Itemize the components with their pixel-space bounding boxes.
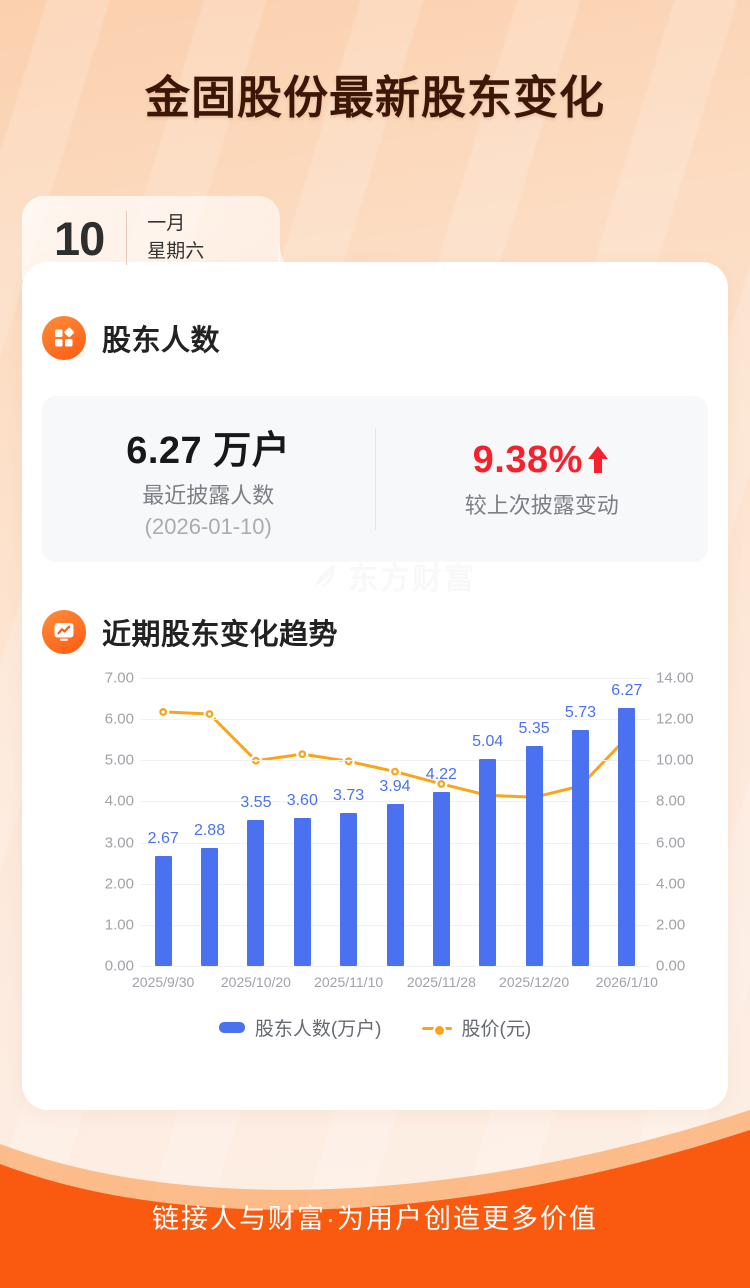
stat-change-label: 较上次披露变动 bbox=[464, 492, 619, 518]
legend-label-price: 股价(元) bbox=[461, 1019, 532, 1040]
x-axis-tick: 2026/1/10 bbox=[595, 974, 658, 990]
chart-bar bbox=[479, 758, 497, 966]
y-axis-right-tick: 6.00 bbox=[656, 834, 686, 852]
stat-label: 最近披露人数 bbox=[142, 482, 275, 508]
grid-icon bbox=[42, 316, 86, 360]
holders-stat-box: 6.27 万户 最近披露人数 (2026-01-10) 9.38% 较上次披露变… bbox=[42, 396, 708, 562]
header: 金固股份最新股东变化 bbox=[0, 0, 750, 186]
arrow-up-icon bbox=[587, 446, 608, 473]
chart-bar bbox=[571, 730, 589, 966]
chart-bar-label: 3.60 bbox=[286, 791, 318, 809]
chart-bar bbox=[386, 803, 404, 966]
y-axis-right-tick: 4.00 bbox=[656, 875, 686, 893]
chart-x-axis: 2025/9/30 2025/10/20 2025/11/10 2025/11/28 2… bbox=[132, 974, 658, 998]
chart-gridline bbox=[140, 678, 650, 679]
eastmoney-logo-icon bbox=[314, 564, 335, 588]
date-divider bbox=[126, 211, 128, 265]
x-axis-tick: 2025/9/30 bbox=[132, 974, 195, 990]
y-axis-left-tick: 2.00 bbox=[104, 875, 134, 893]
chart-legend: 股东人数(万户) 股价(元) bbox=[22, 1014, 728, 1041]
y-axis-left-tick: 3.00 bbox=[104, 834, 134, 852]
chart-bar-label: 3.73 bbox=[333, 786, 365, 804]
page-title: 金固股份最新股东变化 bbox=[144, 71, 605, 123]
y-axis-left-tick: 4.00 bbox=[104, 792, 134, 810]
chart-bar-label: 3.55 bbox=[240, 793, 272, 811]
chart-bar bbox=[201, 847, 219, 966]
y-axis-left-tick: 0.00 bbox=[104, 957, 134, 975]
main-card: 东方财富 股东人数 6.27 万户 最近披露人数 (2026-01-10) 9.… bbox=[22, 262, 728, 1110]
x-axis-tick: 2025/12/20 bbox=[499, 974, 570, 990]
date-detail: 一月 星期六 bbox=[147, 212, 205, 263]
y-axis-left-tick: 7.00 bbox=[104, 669, 134, 687]
section-holders-header: 股东人数 bbox=[42, 316, 220, 360]
y-axis-right-tick: 12.00 bbox=[656, 710, 694, 728]
chart-bar bbox=[340, 812, 358, 966]
stat-latest: 6.27 万户 最近披露人数 (2026-01-10) bbox=[42, 419, 375, 540]
chart-bar bbox=[432, 792, 450, 966]
shareholder-trend-chart: 0.00 1.00 2.00 3.00 4.00 5.00 6.00 7.00 0.00 2.0… bbox=[22, 666, 728, 1086]
chart-bar-label: 2.67 bbox=[147, 830, 179, 848]
price-line-point-center bbox=[161, 710, 165, 714]
chart-bar-label: 2.88 bbox=[193, 821, 226, 839]
x-axis-tick: 2025/10/20 bbox=[220, 974, 291, 990]
date-month: 一月 bbox=[147, 212, 186, 234]
y-axis-right-tick: 10.00 bbox=[656, 751, 694, 769]
chart-bar bbox=[247, 819, 265, 966]
y-axis-right-tick: 0.00 bbox=[656, 957, 686, 975]
stat-date: (2026-01-10) bbox=[144, 513, 272, 539]
y-axis-right-tick: 14.00 bbox=[656, 669, 694, 687]
price-line-point-center bbox=[207, 712, 212, 716]
chart-y-axis-right: 0.00 2.00 4.00 6.00 8.00 10.00 12.00 14.00 bbox=[656, 670, 716, 975]
stat-value: 6.27 万户 bbox=[126, 429, 291, 472]
stat-divider bbox=[374, 428, 376, 530]
section-trend-title: 近期股东变化趋势 bbox=[102, 619, 339, 651]
stat-change-pct: 9.38% bbox=[472, 438, 583, 481]
y-axis-left-tick: 5.00 bbox=[104, 751, 134, 769]
date-weekday: 星期六 bbox=[147, 240, 205, 262]
footer-slogan: 链接人与财富·为用户创造更多价值 bbox=[152, 1204, 598, 1234]
y-axis-left-tick: 6.00 bbox=[104, 710, 134, 728]
chart-bar bbox=[293, 817, 311, 966]
chart-bar bbox=[525, 745, 543, 966]
chart-gridline bbox=[140, 801, 650, 803]
chart-bar-label: 4.22 bbox=[425, 766, 457, 784]
y-axis-left-tick: 1.00 bbox=[104, 916, 134, 934]
chart-bar bbox=[618, 708, 636, 966]
x-axis-tick: 2025/11/10 bbox=[314, 974, 384, 990]
chart-gridline bbox=[140, 719, 650, 721]
footer-wave-decoration bbox=[0, 1110, 750, 1288]
legend-line-swatch bbox=[421, 1022, 452, 1037]
x-axis-tick: 2025/11/28 bbox=[406, 974, 476, 990]
chart-plot-area: 2.67 2.88 3.55 3.60 3.73 3.94 4.22 5.04 5.35 5.73… bbox=[140, 678, 650, 967]
chart-bar-label: 5.35 bbox=[518, 719, 550, 737]
date-day: 10 bbox=[54, 211, 105, 265]
legend-label-holders: 股东人数(万户) bbox=[254, 1019, 382, 1040]
section-trend-header: 近期股东变化趋势 bbox=[42, 610, 338, 654]
legend-item-price[interactable]: 股价(元) bbox=[421, 1014, 532, 1041]
chart-gridline bbox=[140, 966, 650, 967]
chart-gridline bbox=[140, 760, 650, 762]
legend-bar-swatch bbox=[218, 1022, 245, 1033]
footer: 链接人与财富·为用户创造更多价值 bbox=[0, 1098, 750, 1288]
chart-monitor-icon bbox=[42, 610, 86, 654]
chart-bar-label: 6.27 bbox=[611, 682, 643, 700]
stat-change: 9.38% bbox=[473, 439, 611, 482]
chart-bar-label: 5.04 bbox=[472, 732, 504, 750]
chart-y-axis-left: 0.00 1.00 2.00 3.00 4.00 5.00 6.00 7.00 bbox=[84, 670, 134, 975]
chart-bar-label: 5.73 bbox=[564, 704, 597, 722]
date-tab: 10 一月 星期六 bbox=[22, 196, 314, 280]
chart-bar bbox=[154, 856, 172, 966]
y-axis-right-tick: 2.00 bbox=[656, 916, 686, 934]
price-line-point-center bbox=[393, 770, 397, 774]
stat-change-block: 9.38% 较上次披露变动 bbox=[376, 439, 709, 520]
legend-item-holders[interactable]: 股东人数(万户) bbox=[218, 1014, 382, 1041]
price-line-point-center bbox=[300, 752, 304, 756]
chart-bar-label: 3.94 bbox=[379, 777, 411, 795]
y-axis-right-tick: 8.00 bbox=[656, 792, 686, 810]
price-line-point-center bbox=[439, 782, 443, 786]
section-holders-title: 股东人数 bbox=[102, 325, 221, 357]
